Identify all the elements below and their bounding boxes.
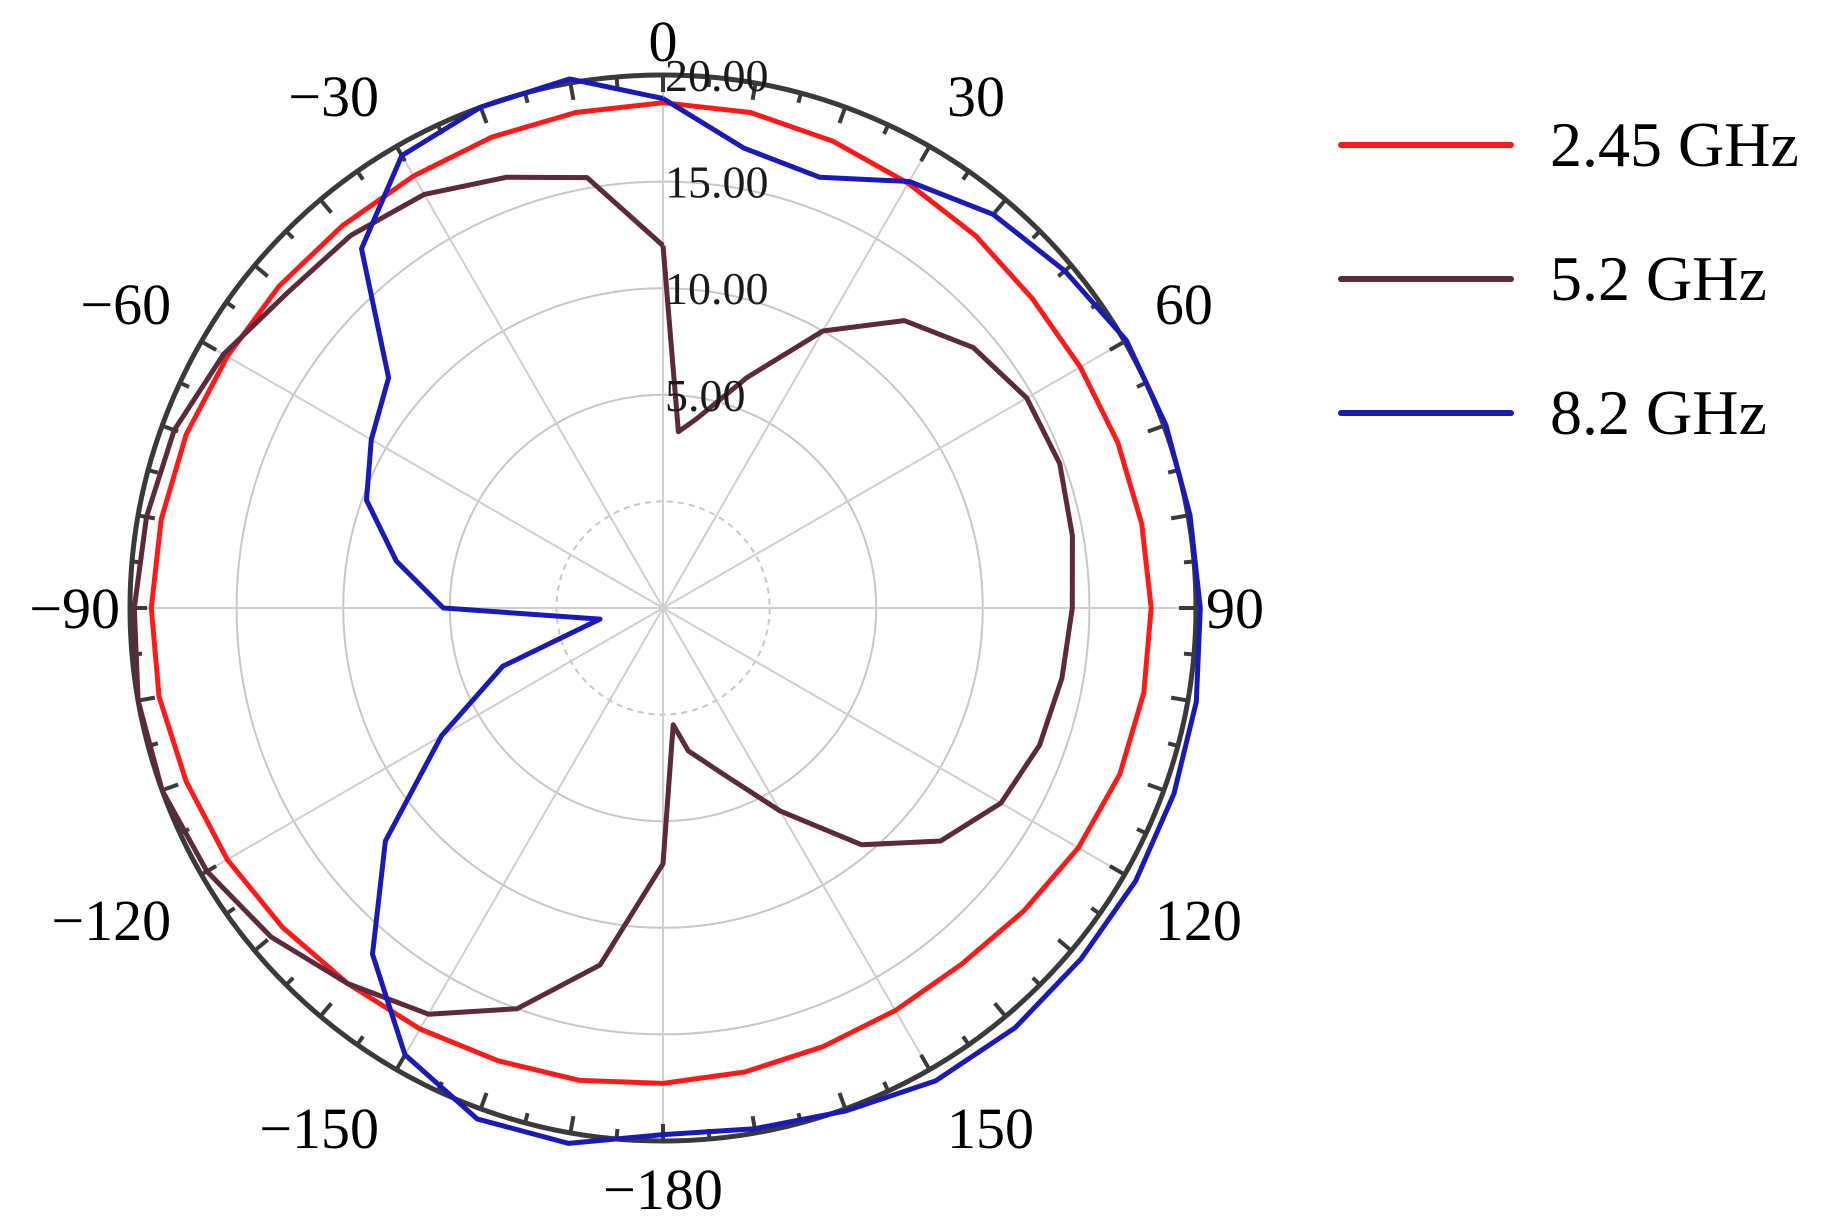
rim-tick-235 bbox=[225, 906, 236, 916]
series-line-8-2-ghz bbox=[359, 76, 1203, 1146]
angle-tick-label-150: 150 bbox=[947, 1096, 1034, 1161]
rim-tick-220 bbox=[318, 1001, 333, 1018]
rim-tick-70 bbox=[1147, 423, 1165, 434]
rim-tick-40 bbox=[993, 198, 1008, 215]
rim-tick-285 bbox=[147, 468, 159, 475]
angle-tick-label-30: −30 bbox=[288, 64, 379, 129]
rim-tick-215 bbox=[355, 1035, 365, 1046]
rim-tick-20 bbox=[837, 106, 848, 124]
grid-spoke-150 bbox=[662, 607, 931, 1071]
rim-tick-100 bbox=[1170, 695, 1189, 703]
polar-series bbox=[131, 76, 1203, 1146]
rim-tick-25 bbox=[882, 124, 891, 135]
angle-tick-label-150: −150 bbox=[259, 1096, 379, 1161]
grid-spoke-60 bbox=[662, 340, 1126, 609]
rim-tick-325 bbox=[355, 170, 365, 181]
rim-tick-125 bbox=[1090, 906, 1101, 916]
grid-spoke-30 bbox=[662, 145, 931, 609]
grid-spoke-300 bbox=[200, 340, 664, 609]
rim-tick-30 bbox=[919, 145, 932, 163]
legend-swatch-5-2-ghz bbox=[1338, 276, 1514, 282]
legend-item-5-2-ghz: 5.2 GHz bbox=[1338, 212, 1799, 346]
radial-tick-label-15: 15.00 bbox=[665, 157, 769, 208]
rim-tick-15 bbox=[796, 92, 803, 104]
rim-tick-150 bbox=[919, 1053, 932, 1071]
legend-swatch-8-2-ghz bbox=[1338, 410, 1514, 416]
rim-tick-95 bbox=[1183, 651, 1195, 657]
series-line-5-2-ghz bbox=[131, 174, 1075, 1017]
rim-tick-250 bbox=[161, 782, 179, 793]
rim-tick-135 bbox=[1031, 976, 1042, 987]
rim-tick-105 bbox=[1167, 741, 1179, 748]
rim-tick-130 bbox=[1056, 938, 1073, 953]
rim-tick-295 bbox=[179, 380, 190, 389]
rim-tick-305 bbox=[225, 300, 236, 310]
series-line-2-45-ghz bbox=[148, 100, 1154, 1086]
rim-tick-300 bbox=[200, 339, 218, 352]
rim-tick-210 bbox=[394, 1053, 407, 1071]
radial-labels: 5.00 10.00 15.00 20.00 bbox=[665, 50, 769, 421]
rim-tick-155 bbox=[882, 1081, 891, 1092]
rim-tick-340 bbox=[478, 106, 489, 124]
legend-swatch-2-45-ghz bbox=[1338, 142, 1514, 148]
grid-spoke-330 bbox=[395, 145, 664, 609]
rim-tick-80 bbox=[1170, 513, 1189, 521]
radial-tick-label-5: 5.00 bbox=[665, 370, 746, 421]
rim-tick-35 bbox=[961, 170, 971, 181]
rim-tick-45 bbox=[1031, 229, 1042, 240]
rim-tick-225 bbox=[284, 976, 295, 987]
legend-label-8-2-ghz: 8.2 GHz bbox=[1550, 377, 1767, 448]
legend: 2.45 GHz 5.2 GHz 8.2 GHz bbox=[1338, 78, 1799, 480]
angle-tick-label-0: 0 bbox=[649, 9, 678, 74]
radial-tick-label-20: 20.00 bbox=[665, 50, 769, 101]
rim-tick-110 bbox=[1147, 782, 1165, 793]
rim-tick-320 bbox=[318, 198, 333, 215]
legend-item-2-45-ghz: 2.45 GHz bbox=[1338, 78, 1799, 212]
grid-spoke-120 bbox=[662, 607, 1126, 876]
rim-tick-350 bbox=[568, 82, 576, 101]
rim-tick-260 bbox=[137, 695, 156, 703]
rim-tick-115 bbox=[1136, 827, 1147, 836]
angle-tick-label-90: −90 bbox=[29, 576, 120, 641]
rim-tick-140 bbox=[993, 1001, 1008, 1018]
rim-tick-195 bbox=[523, 1112, 530, 1124]
grid-spoke-240 bbox=[200, 607, 664, 876]
angle-labels: 0 30 60 90 120 150 −180 −150 −120 −90 −60 −30 bbox=[29, 9, 1264, 1222]
angle-tick-label-120: 120 bbox=[1155, 888, 1242, 953]
radial-tick-label-10: 10.00 bbox=[665, 263, 769, 314]
legend-label-5-2-ghz: 5.2 GHz bbox=[1550, 243, 1767, 314]
rim-tick-315 bbox=[284, 229, 295, 240]
rim-tick-120 bbox=[1108, 864, 1126, 877]
rim-tick-10 bbox=[750, 82, 758, 101]
angle-tick-label-30: 30 bbox=[947, 64, 1005, 129]
rim-tick-145 bbox=[961, 1035, 971, 1046]
angle-tick-label-60: 60 bbox=[1155, 272, 1213, 337]
rim-tick-310 bbox=[253, 263, 270, 278]
polar-rim bbox=[127, 72, 1199, 1144]
legend-item-8-2-ghz: 8.2 GHz bbox=[1338, 346, 1799, 480]
rim-tick-190 bbox=[568, 1115, 576, 1134]
rim-tick-200 bbox=[478, 1092, 489, 1110]
rim-tick-230 bbox=[253, 938, 270, 953]
grid-spoke-210 bbox=[395, 607, 664, 1071]
rim-tick-60 bbox=[1108, 339, 1126, 352]
rim-tick-85 bbox=[1183, 559, 1195, 565]
rim-tick-355 bbox=[614, 76, 620, 88]
angle-tick-label-60: −60 bbox=[80, 272, 171, 337]
angle-tick-label-120: −120 bbox=[51, 888, 171, 953]
angle-tick-label-90: 90 bbox=[1206, 576, 1264, 641]
legend-label-2-45-ghz: 2.45 GHz bbox=[1550, 109, 1799, 180]
rim-tick-5 bbox=[706, 76, 712, 88]
angle-tick-label-180: −180 bbox=[603, 1157, 723, 1222]
rim-tick-160 bbox=[837, 1092, 848, 1110]
